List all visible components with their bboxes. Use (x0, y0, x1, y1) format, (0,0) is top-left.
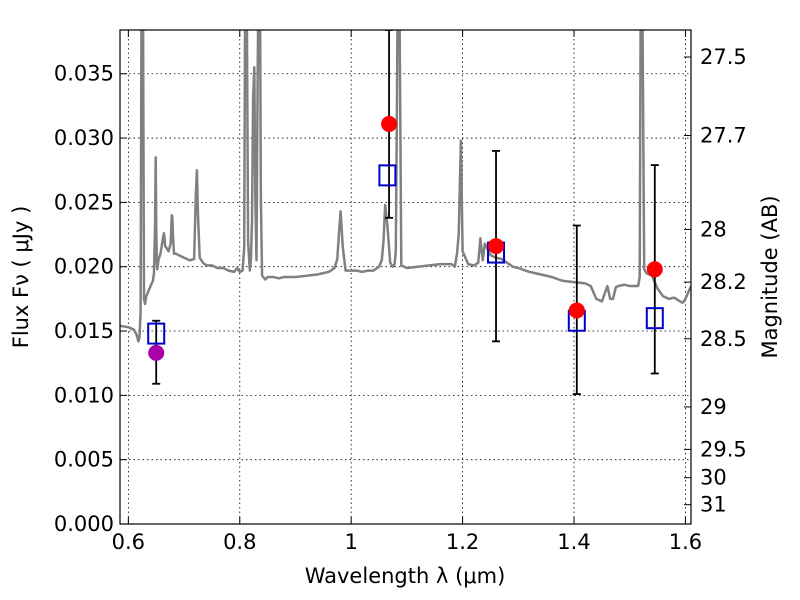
x-tick-label: 0.6 (112, 530, 145, 554)
right-tick-label: 28.2 (700, 270, 747, 294)
right-axis-label: Magnitude (AB) (758, 195, 782, 358)
y-tick-label: 0.015 (54, 319, 114, 343)
right-tick-label: 27.5 (700, 45, 747, 69)
spectrum-series (120, 30, 691, 343)
model-point-box (378, 164, 397, 187)
markers (147, 115, 664, 361)
error-bars (152, 30, 659, 395)
y-tick-label: 0.010 (54, 383, 114, 407)
right-tick-label: 29 (700, 395, 727, 419)
grid (120, 30, 691, 524)
x-tick-label: 1.4 (557, 530, 590, 554)
observed-point (381, 115, 398, 132)
x-axis-label: Wavelength λ (μm) (305, 564, 506, 588)
observed-point (488, 238, 505, 255)
observed-extra-point (148, 344, 165, 361)
model-point-box (645, 307, 664, 330)
x-tick-label: 1.2 (446, 530, 479, 554)
observed-point (646, 261, 663, 278)
x-tick-label: 1.6 (669, 530, 702, 554)
y-tick-label: 0.025 (54, 190, 114, 214)
spectrum-line (120, 30, 691, 343)
axis-ticks: 0.6 0.8 1 1.2 1.4 1.6 0.000 0.005 0.010 0.015 0.02… (54, 30, 747, 554)
x-tick-label: 1 (344, 530, 357, 554)
right-tick-label: 28.5 (700, 327, 747, 351)
y-axis-label: Flux Fν ( μJy ) (9, 206, 33, 349)
observed-point (568, 302, 585, 319)
y-tick-label: 0.000 (54, 512, 114, 536)
right-tick-label: 29.5 (700, 437, 747, 461)
y-tick-label: 0.020 (54, 255, 114, 279)
plot-frame (119, 29, 692, 525)
right-tick-label: 28 (700, 217, 727, 241)
y-tick-label: 0.035 (54, 62, 114, 86)
right-tick-label: 30 (700, 466, 727, 490)
model-point-box (147, 322, 166, 345)
right-tick-label: 27.7 (700, 123, 747, 147)
y-tick-label: 0.005 (54, 448, 114, 472)
x-tick-label: 0.8 (223, 530, 256, 554)
y-tick-label: 0.030 (54, 126, 114, 150)
right-tick-label: 31 (700, 493, 727, 517)
